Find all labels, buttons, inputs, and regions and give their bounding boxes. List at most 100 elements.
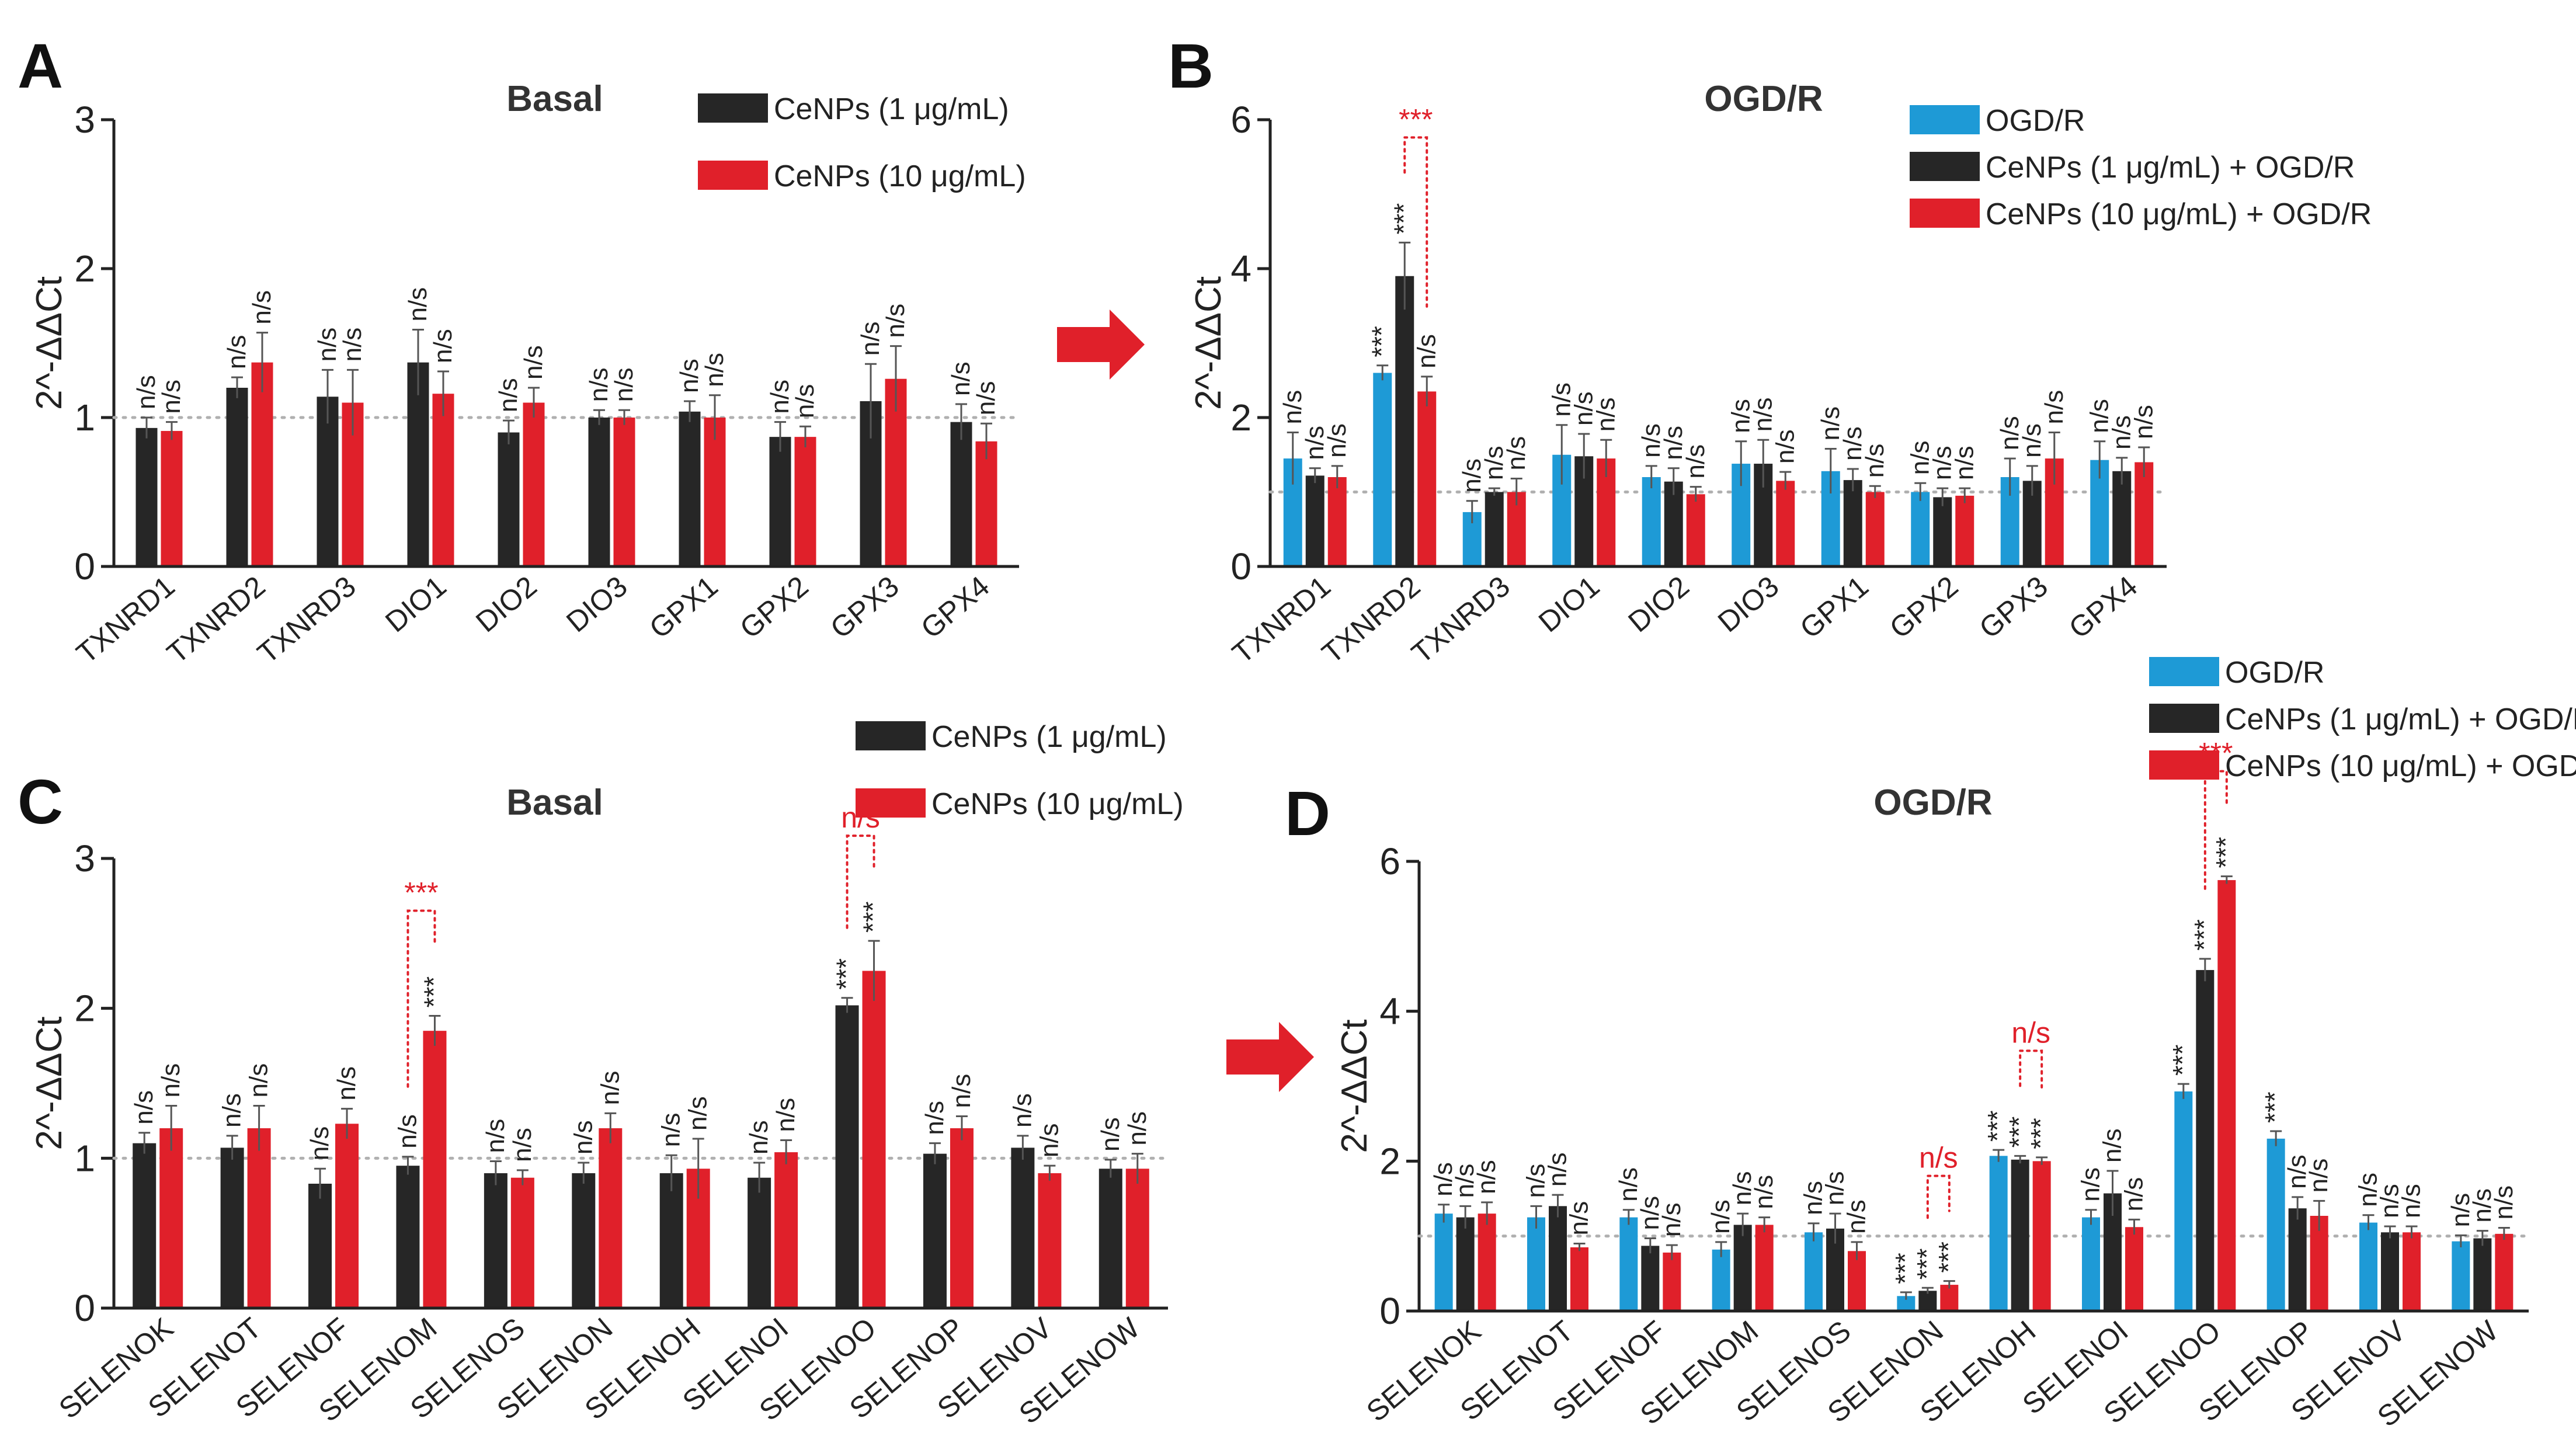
- significance-label: n/s: [1301, 426, 1329, 460]
- x-tick-label: DIO1: [1532, 570, 1605, 639]
- bar: [396, 1166, 420, 1308]
- significance-bracket: [406, 909, 436, 1088]
- significance-label: n/s: [1522, 1164, 1551, 1198]
- bar: [308, 1183, 332, 1308]
- bar: [510, 1177, 534, 1308]
- significance-label: n/s: [429, 329, 457, 363]
- significance-label: n/s: [2354, 1173, 2383, 1207]
- bar: [2135, 462, 2154, 566]
- significance-label: n/s: [1451, 1164, 1479, 1198]
- arrow-icon: [1057, 310, 1145, 380]
- x-tick-label: GPX2: [1883, 570, 1964, 645]
- significance-label: n/s: [245, 1063, 273, 1098]
- bar: [1776, 481, 1795, 566]
- bar: [226, 388, 248, 566]
- significance-label: n/s: [1543, 1152, 1572, 1187]
- bar: [1485, 492, 1504, 566]
- bar: [2174, 1091, 2193, 1311]
- significance-label: n/s: [393, 1114, 422, 1149]
- y-tick-label: 6: [1230, 99, 1252, 141]
- bar: [1955, 495, 1974, 566]
- significance-label: n/s: [1480, 446, 1508, 480]
- significance-label: n/s: [1771, 429, 1799, 464]
- bar: [1848, 1251, 1866, 1311]
- significance-label: n/s: [1821, 1171, 1850, 1205]
- bar: [161, 430, 183, 566]
- legend-swatch: [856, 788, 926, 818]
- significance-label: n/s: [771, 1098, 800, 1132]
- bar: [1305, 475, 1324, 566]
- significance-label: ***: [2189, 919, 2219, 951]
- significance-label: n/s: [481, 1119, 510, 1153]
- x-tick-label: GPX1: [1794, 570, 1875, 645]
- significance-label: n/s: [2446, 1193, 2475, 1228]
- y-tick-label: 0: [1379, 1290, 1400, 1332]
- significance-label: n/s: [1636, 1196, 1664, 1230]
- bar: [1327, 477, 1347, 566]
- bar: [975, 441, 997, 566]
- significance-label: n/s: [2376, 1184, 2404, 1218]
- significance-label: n/s: [920, 1101, 949, 1135]
- significance-label: n/s: [1838, 426, 1867, 461]
- legend-label: CeNPs (10 μg/mL): [931, 787, 1184, 821]
- chart-title: OGD/R: [1704, 79, 1823, 119]
- bar: [1456, 1217, 1475, 1311]
- significance-label: n/s: [2397, 1184, 2426, 1218]
- significance-label: n/s: [2490, 1185, 2518, 1220]
- legend-label: OGD/R: [1986, 104, 2085, 138]
- bar: [1843, 480, 1862, 566]
- x-tick-label: GPX4: [915, 570, 995, 645]
- bar: [1478, 1213, 1496, 1311]
- bar: [950, 422, 972, 566]
- significance-label: n/s: [313, 328, 342, 362]
- significance-label: n/s: [1123, 1111, 1152, 1146]
- significance-label: n/s: [1748, 398, 1777, 432]
- significance-label: ***: [2167, 1044, 2198, 1076]
- bracket-label: n/s: [2011, 1016, 2050, 1049]
- y-axis-label: 2^-ΔΔCt: [1188, 276, 1229, 410]
- significance-bracket: [1926, 1174, 1951, 1219]
- legend-label: CeNPs (10 μg/mL): [774, 159, 1026, 193]
- bar: [2082, 1217, 2100, 1311]
- y-tick-label: 2: [74, 248, 95, 290]
- bar: [572, 1173, 596, 1308]
- significance-label: n/s: [1008, 1093, 1037, 1128]
- significance-label: n/s: [1637, 423, 1666, 458]
- bar: [432, 394, 454, 566]
- significance-label: n/s: [2077, 1167, 2105, 1202]
- x-tick-label: TXNRD3: [1406, 570, 1516, 670]
- significance-label: n/s: [684, 1096, 712, 1131]
- significance-label: n/s: [1547, 383, 1576, 417]
- bar: [1664, 481, 1683, 566]
- significance-label: ***: [1388, 203, 1419, 235]
- significance-label: n/s: [1591, 398, 1620, 432]
- y-tick-label: 2: [74, 988, 95, 1030]
- y-tick-label: 3: [74, 837, 95, 879]
- significance-label: n/s: [2107, 415, 2136, 450]
- x-tick-label: DIO3: [560, 570, 633, 639]
- y-axis-label: 2^-ΔΔCt: [1334, 1019, 1375, 1153]
- panel-letter-c: C: [18, 766, 63, 837]
- bar: [1549, 1206, 1567, 1311]
- significance-label: n/s: [1472, 1160, 1501, 1194]
- significance-label: n/s: [338, 328, 367, 362]
- legend-label: CeNPs (1 μg/mL) + OGD/R: [2225, 703, 2576, 736]
- bar: [1911, 492, 1930, 566]
- bar: [2011, 1159, 2029, 1311]
- panel-letter-a: A: [18, 30, 63, 101]
- legend-swatch: [1910, 199, 1980, 228]
- significance-label: n/s: [1657, 1202, 1686, 1237]
- significance-label: n/s: [1681, 444, 1710, 479]
- y-tick-label: 0: [74, 1287, 95, 1329]
- significance-label: ***: [1933, 1242, 1963, 1273]
- significance-label: n/s: [585, 368, 613, 402]
- bar: [2359, 1222, 2377, 1311]
- significance-label: n/s: [881, 304, 910, 338]
- significance-label: n/s: [856, 321, 885, 356]
- bar: [135, 427, 158, 566]
- bracket-label: ***: [404, 877, 438, 909]
- significance-label: n/s: [1278, 390, 1307, 425]
- significance-label: ***: [2004, 1117, 2034, 1148]
- significance-bracket: [2203, 770, 2228, 890]
- significance-label: n/s: [1928, 446, 1956, 480]
